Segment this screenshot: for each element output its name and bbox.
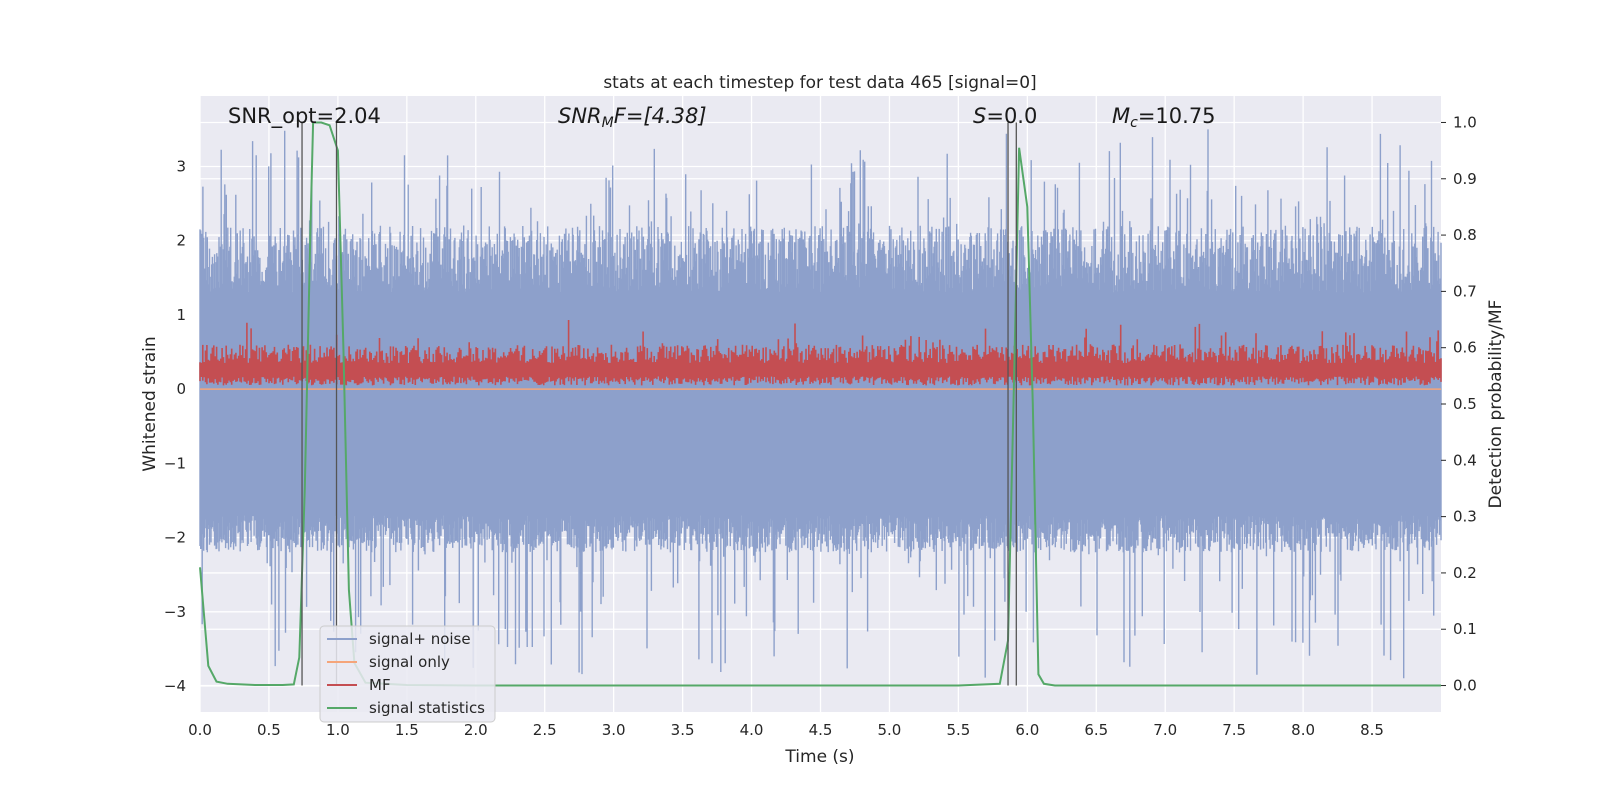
- x-tick-label: 6.0: [1015, 721, 1039, 739]
- y-axis-ticks: 3 2 1 0 −1 −2 −3 −4: [164, 158, 186, 696]
- annotation-mc: Mc=10.75: [1112, 104, 1216, 131]
- x-tick-label: 1.5: [395, 721, 419, 739]
- y2-axis-ticks: 1.0 0.9 0.8 0.7 0.6 0.5 0.4 0.3 0.2 0.1 0.0: [1441, 113, 1477, 695]
- snr-mf-sub: M: [602, 115, 614, 131]
- y-tick-label: −2: [164, 529, 186, 547]
- legend-label-signal-only: signal only: [369, 653, 450, 671]
- x-tick-label: 0.5: [257, 721, 281, 739]
- s-italic: S: [973, 104, 986, 128]
- snr-mf-base: SNR: [558, 104, 602, 128]
- y2-tick-label: 1.0: [1453, 113, 1477, 131]
- x-tick-label: 7.5: [1222, 721, 1246, 739]
- x-tick-label: 3.0: [602, 721, 626, 739]
- mc-sub: c: [1130, 115, 1138, 131]
- x-axis-ticks: 0.0 0.5 1.0 1.5 2.0 2.5 3.0 3.5 4.0 4.5 5.0 5.5 6.0 6…: [188, 721, 1384, 739]
- y2-tick-label: 0.2: [1453, 564, 1477, 582]
- s-rest: =0.0: [986, 104, 1037, 128]
- x-tick-label: 3.5: [671, 721, 695, 739]
- mf-trace: [199, 320, 1442, 386]
- y-tick-label: 0: [176, 380, 186, 398]
- legend-box: [319, 625, 496, 723]
- y2-axis-label: Detection probability/MF: [1486, 300, 1506, 509]
- x-tick-label: 7.0: [1153, 721, 1177, 739]
- y-tick-label: −1: [164, 454, 186, 472]
- y-tick-label: −3: [164, 603, 186, 621]
- legend-label-mf: MF: [369, 676, 391, 694]
- vertical-markers: [301, 122, 1017, 686]
- mc-rest: =10.75: [1138, 104, 1216, 128]
- series-signal-noise: [199, 129, 1442, 679]
- y-tick-label: 2: [176, 232, 186, 250]
- y2-tick-label: 0.5: [1453, 395, 1477, 413]
- snr-mf-rest: F=[4.38]: [614, 104, 707, 128]
- legend-label-signal-noise: signal+ noise: [369, 630, 471, 648]
- y2-tick-label: 0.6: [1453, 339, 1477, 357]
- chart-title: stats at each timestep for test data 465…: [603, 73, 1036, 93]
- y2-tick-label: 0.8: [1453, 226, 1477, 244]
- x-tick-label: 0.0: [188, 721, 212, 739]
- x-tick-label: 5.0: [878, 721, 902, 739]
- y2-tick-label: 0.7: [1453, 282, 1477, 300]
- y-tick-label: 3: [176, 158, 186, 176]
- y2-tick-label: 0.1: [1453, 620, 1477, 638]
- annotation-s: S=0.0: [973, 104, 1037, 128]
- x-tick-label: 2.0: [464, 721, 488, 739]
- x-tick-label: 8.0: [1291, 721, 1315, 739]
- x-tick-label: 2.5: [533, 721, 557, 739]
- y-axis-label: Whitened strain: [140, 336, 160, 471]
- y2-tick-label: 0.9: [1453, 170, 1477, 188]
- legend: signal+ noise signal only MF signal stat…: [319, 625, 496, 723]
- y-tick-label: 1: [176, 306, 186, 324]
- x-tick-label: 4.0: [740, 721, 764, 739]
- legend-label-signal-statistics: signal statistics: [369, 699, 485, 717]
- y-tick-label: −4: [164, 677, 186, 695]
- x-tick-label: 1.0: [326, 721, 350, 739]
- y2-tick-label: 0.4: [1453, 451, 1477, 469]
- annotation-snr-opt: SNR_opt=2.04: [228, 104, 381, 129]
- x-tick-label: 4.5: [809, 721, 833, 739]
- x-tick-label: 6.5: [1084, 721, 1108, 739]
- series-mf: [199, 320, 1442, 386]
- annotation-snr-mf: SNRMF=[4.38]: [558, 104, 707, 131]
- y2-tick-label: 0.3: [1453, 508, 1477, 526]
- y2-tick-label: 0.0: [1453, 677, 1477, 695]
- x-axis-label: Time (s): [784, 747, 854, 767]
- mc-italic: M: [1112, 104, 1130, 128]
- noise-core: [200, 292, 1441, 516]
- x-tick-label: 8.5: [1360, 721, 1384, 739]
- x-tick-label: 5.5: [946, 721, 970, 739]
